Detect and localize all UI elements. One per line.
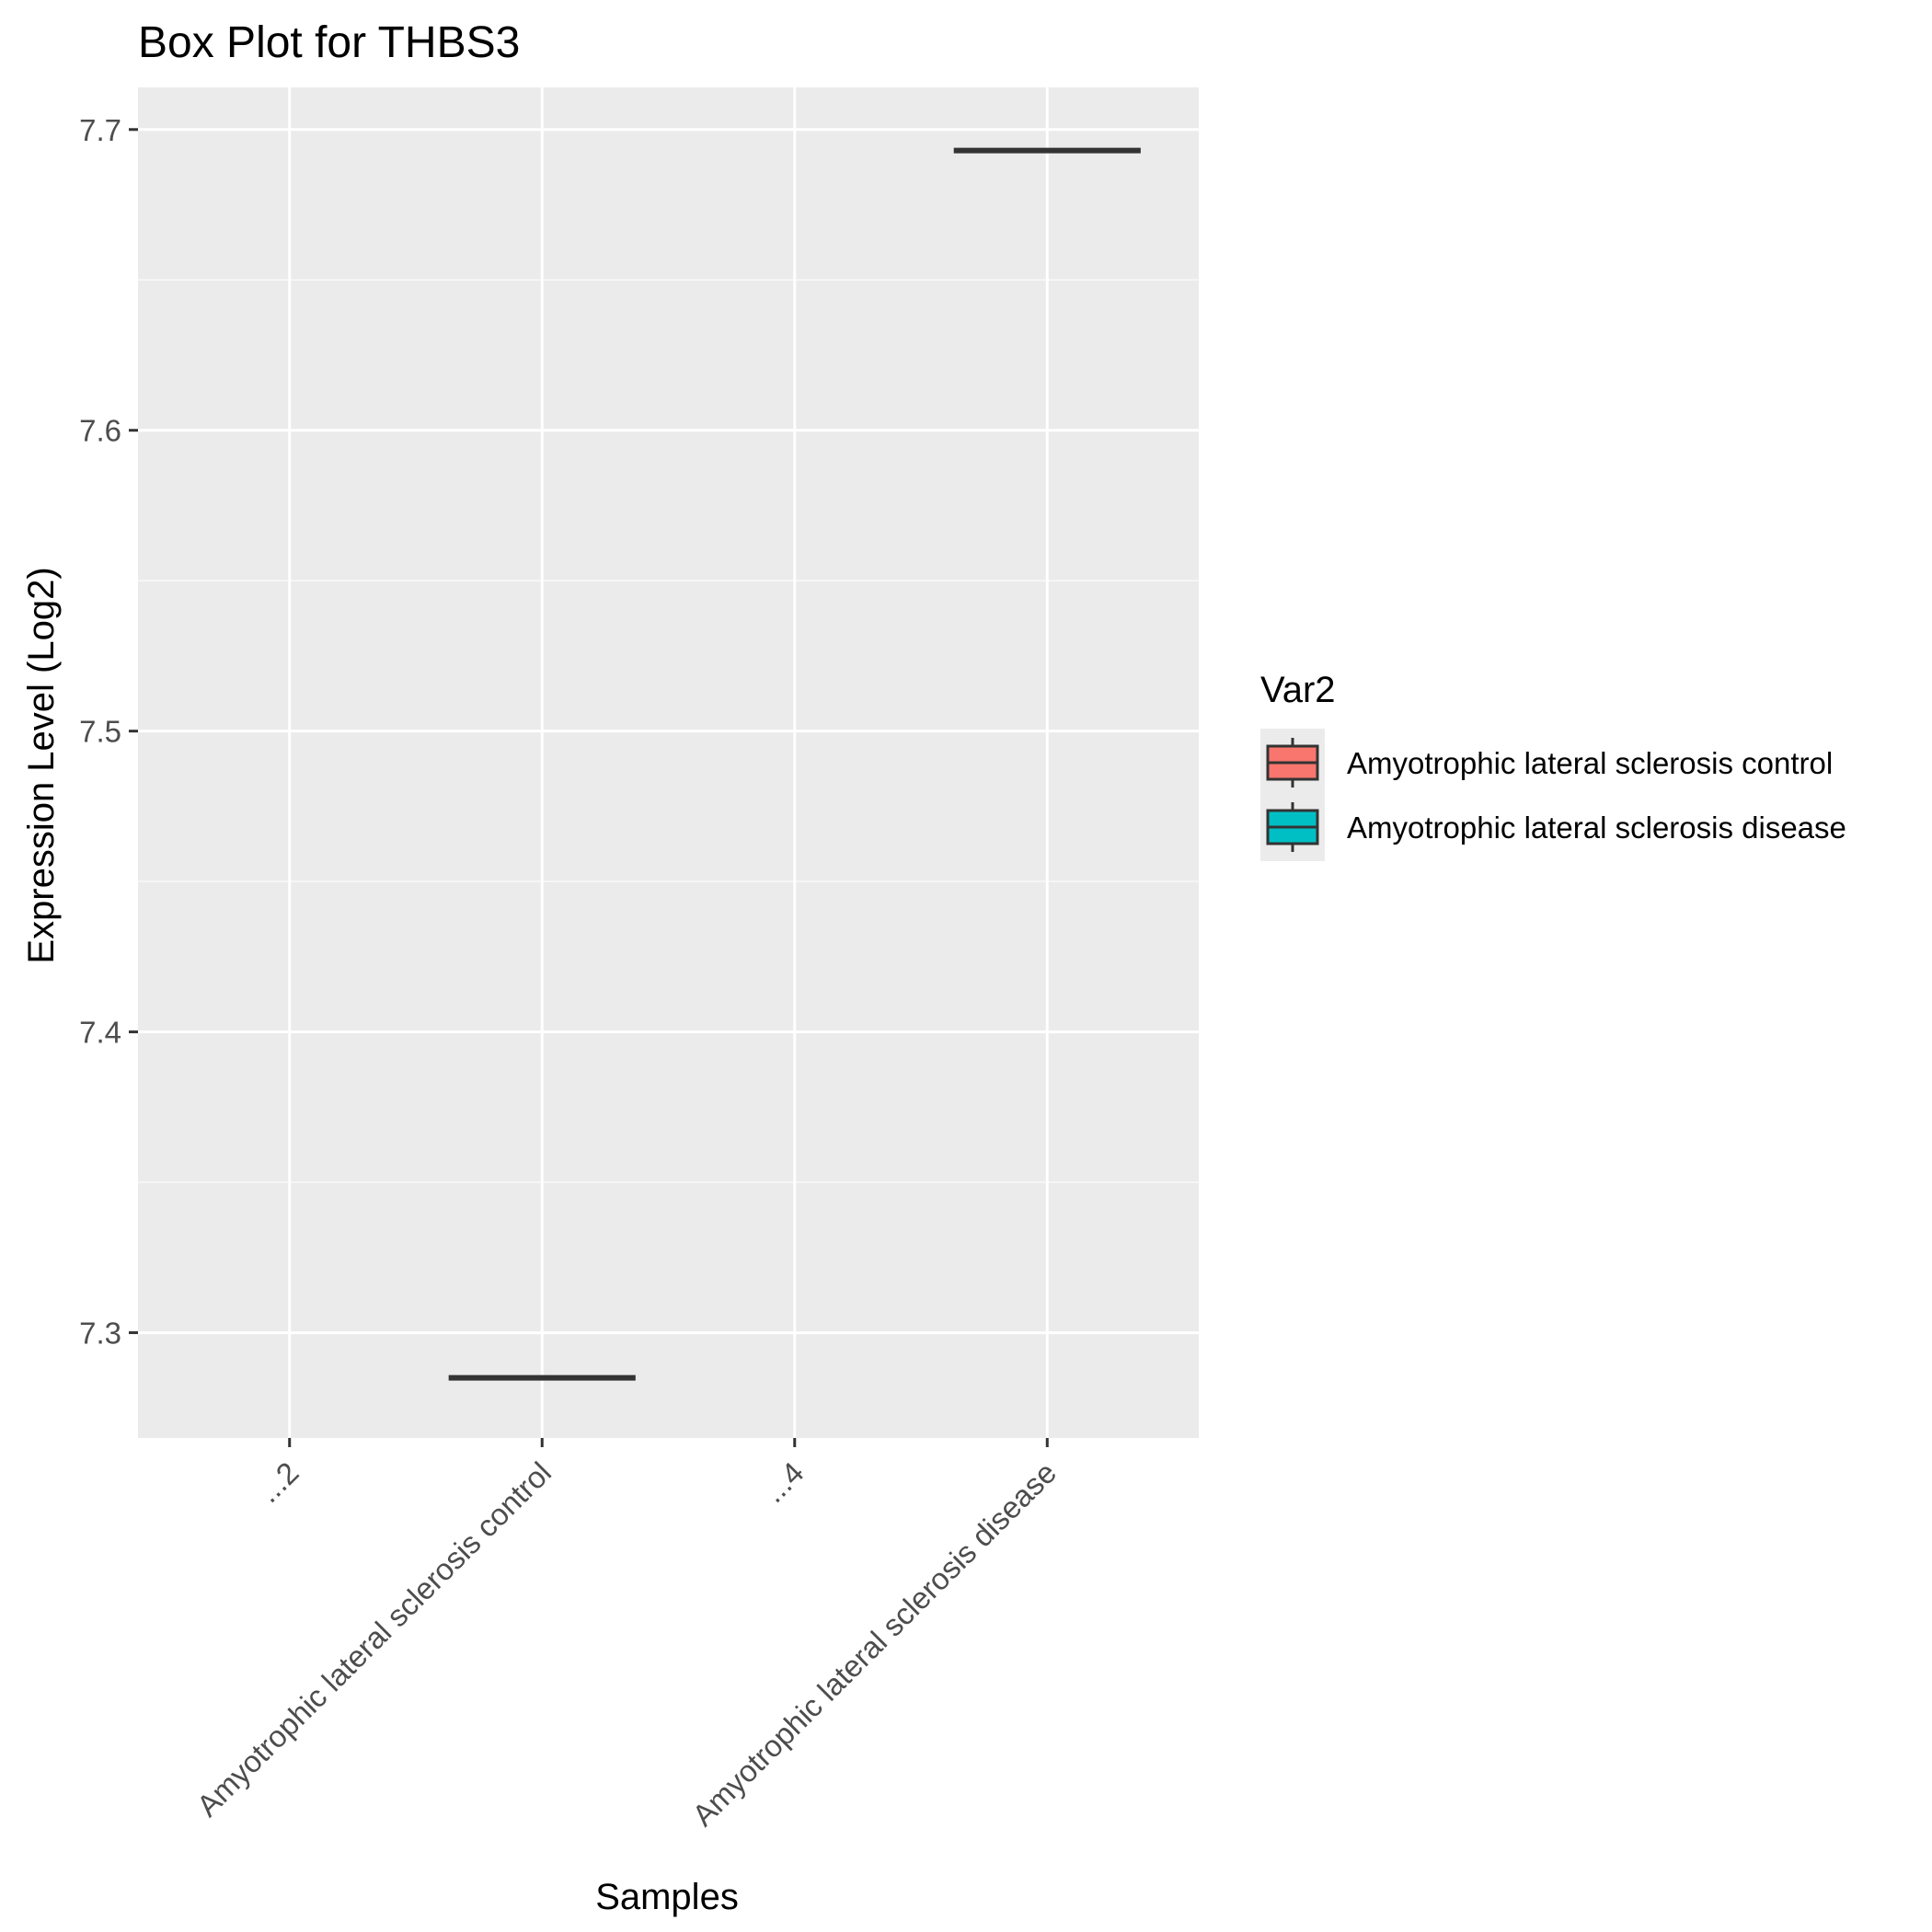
y-axis: 7.3 7.4 7.5 7.6 7.7 xyxy=(79,113,138,1351)
legend-title: Var2 xyxy=(1260,670,1336,710)
x-tick-label: Amyotrophic lateral sclerosis control xyxy=(190,1455,558,1823)
y-axis-title: Expression Level (Log2) xyxy=(21,567,62,963)
legend-item: Amyotrophic lateral sclerosis disease xyxy=(1266,802,1846,852)
legend-label: Amyotrophic lateral sclerosis control xyxy=(1347,746,1833,780)
x-axis-title: Samples xyxy=(595,1877,739,1917)
legend-label: Amyotrophic lateral sclerosis disease xyxy=(1347,811,1846,845)
chart-title: Box Plot for THBS3 xyxy=(138,18,520,67)
x-tick-label: Amyotrophic lateral sclerosis disease xyxy=(685,1455,1063,1833)
x-tick-label: ...2 xyxy=(251,1455,305,1510)
x-tick-label: ...4 xyxy=(756,1455,811,1510)
y-tick-label: 7.5 xyxy=(79,715,121,749)
y-tick-label: 7.3 xyxy=(79,1317,121,1351)
major-gridlines xyxy=(138,87,1199,1438)
y-tick-label: 7.7 xyxy=(79,113,121,147)
box-series xyxy=(448,147,1141,1381)
legend-item: Amyotrophic lateral sclerosis control xyxy=(1266,738,1833,788)
legend: Var2 Amyotrophic lateral sclerosis contr… xyxy=(1260,670,1846,861)
y-tick-label: 7.6 xyxy=(79,414,121,448)
minor-gridlines xyxy=(138,279,1199,1183)
y-tick-label: 7.4 xyxy=(79,1016,121,1050)
plot-panel xyxy=(138,87,1199,1438)
